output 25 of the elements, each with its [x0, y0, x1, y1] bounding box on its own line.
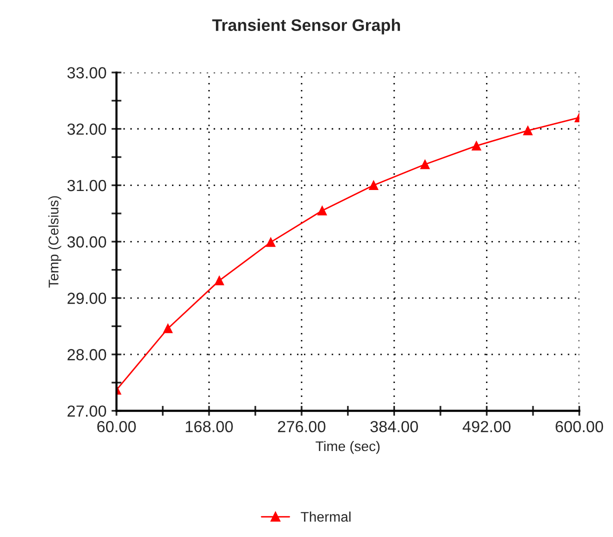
- point: [472, 141, 482, 150]
- legend-label: Thermal: [300, 512, 350, 522]
- chart-title: Transient Sensor Graph: [212, 18, 400, 34]
- x-tick-label: 600.00: [556, 420, 604, 432]
- point: [214, 276, 224, 286]
- y-tick-label: 28.00: [68, 349, 106, 360]
- point: [523, 126, 533, 136]
- y-tick-label: 27.00: [68, 405, 106, 417]
- y-tick-label: 30.00: [67, 236, 106, 248]
- x-axis-title: Time (sec): [316, 440, 380, 454]
- y-axis-title: Temp (Celsius): [48, 196, 62, 288]
- point: [163, 324, 173, 334]
- x-tick-label: 492.00: [462, 420, 511, 432]
- point: [420, 160, 430, 170]
- y-tick-label: 33.00: [67, 67, 106, 78]
- y-tick-label: 32.00: [67, 124, 106, 135]
- x-tick-label: 168.00: [186, 420, 233, 432]
- y-tick-label: 29.00: [68, 292, 106, 304]
- x-tick-label: 60.00: [97, 420, 136, 432]
- point: [317, 206, 327, 216]
- y-tick-label: 31.00: [67, 180, 106, 192]
- x-tick-label: 276.00: [278, 420, 326, 432]
- point: [368, 180, 378, 190]
- point: [266, 238, 276, 247]
- x-tick-label: 384.00: [370, 420, 418, 432]
